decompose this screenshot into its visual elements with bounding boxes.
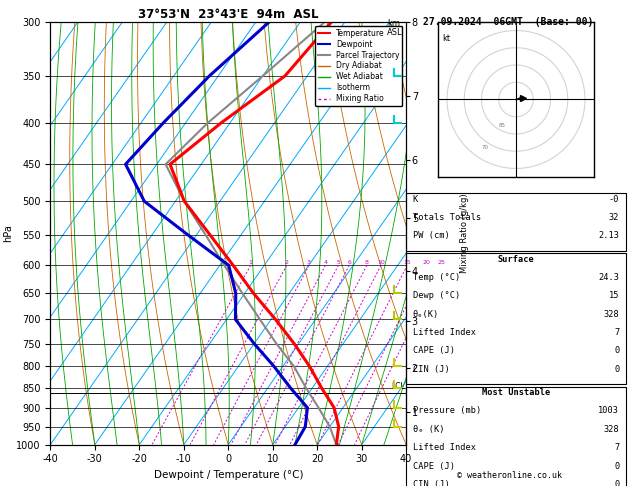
Text: Dewp (°C): Dewp (°C)	[413, 292, 460, 300]
Text: kt: kt	[442, 34, 450, 43]
Text: 32: 32	[609, 213, 620, 222]
Text: 1003: 1003	[598, 406, 620, 416]
Text: Lifted Index: Lifted Index	[413, 328, 476, 337]
Text: © weatheronline.co.uk: © weatheronline.co.uk	[457, 471, 562, 480]
Text: Totals Totals: Totals Totals	[413, 213, 481, 222]
Text: 7: 7	[614, 443, 620, 452]
Bar	[406, 253, 626, 384]
Text: CAPE (J): CAPE (J)	[413, 462, 455, 470]
Text: 0: 0	[614, 365, 620, 374]
Text: Temp (°C): Temp (°C)	[413, 273, 460, 282]
Text: 25: 25	[438, 260, 445, 265]
Text: 24.3: 24.3	[598, 273, 620, 282]
Legend: Temperature, Dewpoint, Parcel Trajectory, Dry Adiabat, Wet Adiabat, Isotherm, Mi: Temperature, Dewpoint, Parcel Trajectory…	[315, 26, 403, 106]
Text: 8: 8	[365, 260, 369, 265]
Text: Surface: Surface	[498, 255, 535, 264]
Text: PW (cm): PW (cm)	[413, 231, 450, 240]
Text: 2: 2	[285, 260, 289, 265]
Text: 20: 20	[423, 260, 430, 265]
Text: θₑ(K): θₑ(K)	[413, 310, 439, 319]
Text: 328: 328	[603, 425, 620, 434]
Text: 7: 7	[614, 328, 620, 337]
Text: 2.13: 2.13	[598, 231, 620, 240]
Text: 15: 15	[403, 260, 411, 265]
Text: 5: 5	[337, 260, 340, 265]
Text: 1: 1	[248, 260, 253, 265]
Text: 27.09.2024  06GMT  (Base: 00): 27.09.2024 06GMT (Base: 00)	[423, 17, 594, 27]
Title: 37°53'N  23°43'E  94m  ASL: 37°53'N 23°43'E 94m ASL	[138, 8, 318, 21]
Text: 0: 0	[614, 480, 620, 486]
Text: Most Unstable: Most Unstable	[482, 388, 550, 397]
Text: θₑ (K): θₑ (K)	[413, 425, 444, 434]
Y-axis label: hPa: hPa	[3, 225, 13, 242]
Text: K: K	[413, 194, 418, 204]
Y-axis label: Mixing Ratio (g/kg): Mixing Ratio (g/kg)	[460, 193, 469, 273]
Text: 15: 15	[609, 292, 620, 300]
Text: CIN (J): CIN (J)	[413, 480, 450, 486]
Text: Lifted Index: Lifted Index	[413, 443, 476, 452]
Text: CAPE (J): CAPE (J)	[413, 347, 455, 355]
Text: LCL: LCL	[391, 382, 405, 392]
Text: 6: 6	[347, 260, 351, 265]
Text: 0: 0	[614, 347, 620, 355]
Bar	[406, 387, 626, 486]
X-axis label: Dewpoint / Temperature (°C): Dewpoint / Temperature (°C)	[153, 470, 303, 480]
Text: 10: 10	[377, 260, 385, 265]
Text: km
ASL: km ASL	[387, 19, 403, 37]
Text: 85: 85	[499, 123, 506, 128]
Text: CIN (J): CIN (J)	[413, 365, 450, 374]
Text: -0: -0	[609, 194, 620, 204]
Bar	[406, 193, 626, 251]
Text: 4: 4	[323, 260, 327, 265]
Text: 0: 0	[614, 462, 620, 470]
Text: Pressure (mb): Pressure (mb)	[413, 406, 481, 416]
Text: 70: 70	[481, 145, 489, 150]
Text: 328: 328	[603, 310, 620, 319]
Text: 3: 3	[307, 260, 311, 265]
